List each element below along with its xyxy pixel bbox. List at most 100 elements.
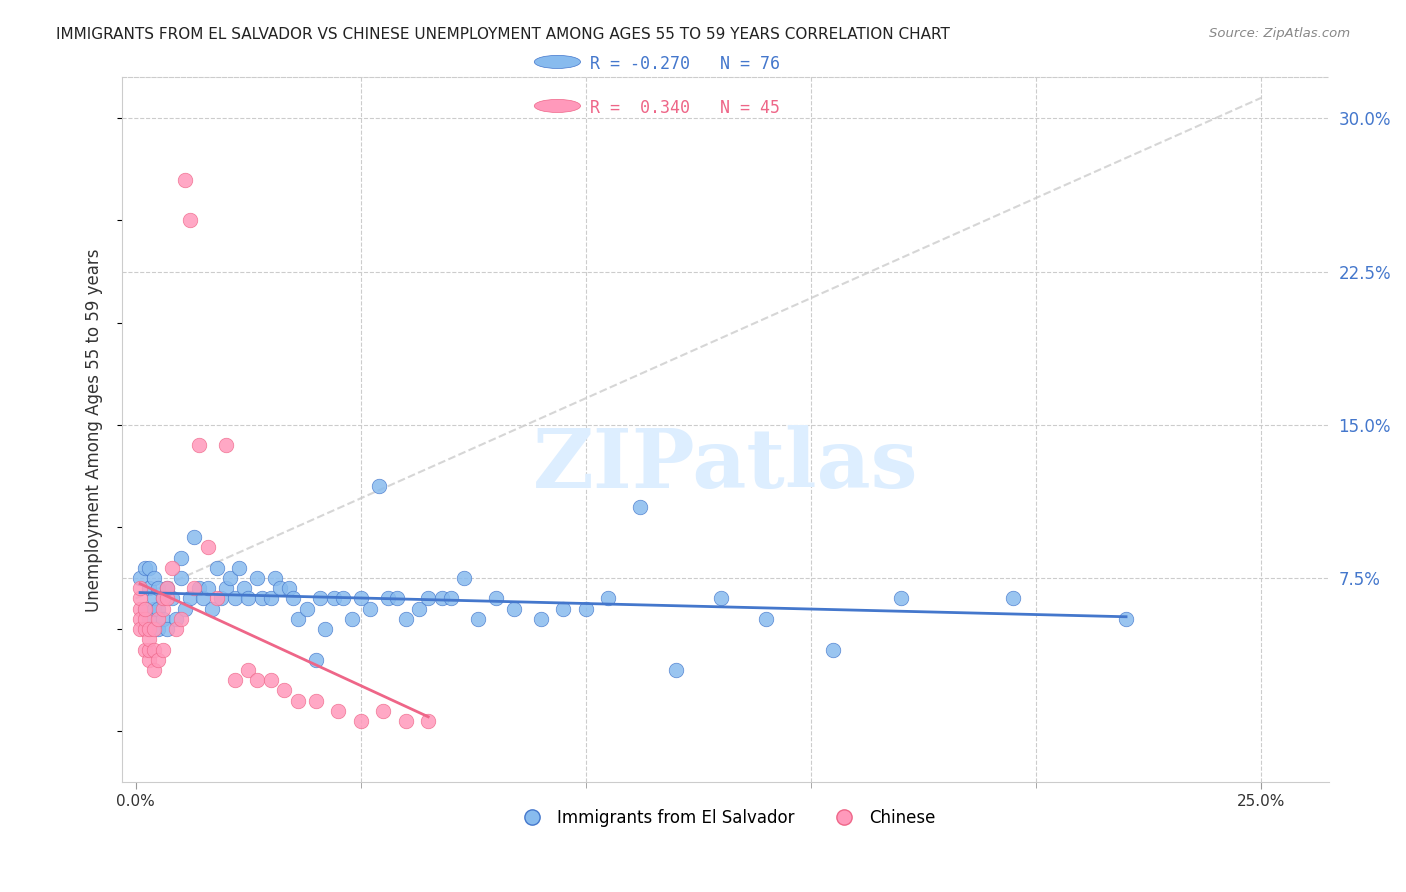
Point bbox=[146, 581, 169, 595]
Point bbox=[236, 663, 259, 677]
Point bbox=[395, 612, 418, 626]
Point bbox=[228, 561, 250, 575]
Point bbox=[129, 591, 152, 606]
Point bbox=[129, 622, 152, 636]
Point bbox=[598, 591, 620, 606]
Point bbox=[174, 172, 197, 186]
Point bbox=[138, 632, 160, 647]
Point bbox=[373, 704, 395, 718]
Point bbox=[304, 693, 326, 707]
Point bbox=[142, 663, 165, 677]
Point bbox=[138, 622, 160, 636]
Point bbox=[890, 591, 912, 606]
Point bbox=[129, 571, 152, 585]
Point bbox=[755, 612, 778, 626]
Point bbox=[259, 591, 281, 606]
Point bbox=[350, 714, 373, 728]
Point bbox=[236, 591, 259, 606]
Point bbox=[485, 591, 508, 606]
Point bbox=[152, 642, 174, 657]
Point bbox=[395, 714, 418, 728]
Point bbox=[160, 561, 183, 575]
Point bbox=[246, 673, 269, 688]
Point bbox=[152, 601, 174, 615]
Point bbox=[209, 591, 232, 606]
Point bbox=[142, 622, 165, 636]
Text: R = -0.270   N = 76: R = -0.270 N = 76 bbox=[591, 54, 780, 73]
Point bbox=[377, 591, 399, 606]
Legend: Immigrants from El Salvador, Chinese: Immigrants from El Salvador, Chinese bbox=[509, 803, 942, 834]
Point bbox=[129, 612, 152, 626]
Point bbox=[146, 622, 169, 636]
Point bbox=[169, 571, 191, 585]
Point bbox=[314, 622, 336, 636]
Point bbox=[1002, 591, 1025, 606]
Point bbox=[295, 601, 318, 615]
Point bbox=[138, 561, 160, 575]
Point bbox=[129, 581, 152, 595]
Point bbox=[169, 612, 191, 626]
Point bbox=[264, 571, 287, 585]
Point bbox=[408, 601, 430, 615]
Point bbox=[160, 591, 183, 606]
Point bbox=[440, 591, 463, 606]
Point bbox=[322, 591, 344, 606]
Point bbox=[138, 612, 160, 626]
Point bbox=[287, 693, 309, 707]
Point bbox=[156, 622, 179, 636]
Point bbox=[340, 612, 363, 626]
Point bbox=[134, 601, 156, 615]
Point bbox=[187, 581, 209, 595]
Point bbox=[530, 612, 553, 626]
Point bbox=[273, 683, 295, 698]
Point bbox=[219, 571, 242, 585]
Point bbox=[134, 642, 156, 657]
Point bbox=[214, 438, 236, 452]
Point bbox=[146, 653, 169, 667]
Point bbox=[165, 622, 187, 636]
Point bbox=[214, 581, 236, 595]
Point bbox=[332, 591, 354, 606]
Text: IMMIGRANTS FROM EL SALVADOR VS CHINESE UNEMPLOYMENT AMONG AGES 55 TO 59 YEARS CO: IMMIGRANTS FROM EL SALVADOR VS CHINESE U… bbox=[56, 27, 950, 42]
Point bbox=[134, 561, 156, 575]
Point bbox=[823, 642, 845, 657]
Point bbox=[138, 653, 160, 667]
Point bbox=[142, 591, 165, 606]
Point bbox=[328, 704, 350, 718]
Point bbox=[197, 541, 219, 555]
Point bbox=[156, 591, 179, 606]
Text: R =  0.340   N = 45: R = 0.340 N = 45 bbox=[591, 99, 780, 117]
Point bbox=[183, 530, 205, 544]
Point bbox=[502, 601, 524, 615]
Point bbox=[224, 591, 246, 606]
Point bbox=[628, 500, 651, 514]
Point bbox=[553, 601, 575, 615]
Point bbox=[575, 601, 598, 615]
Point bbox=[134, 622, 156, 636]
Point bbox=[174, 601, 197, 615]
Point bbox=[152, 591, 174, 606]
Point bbox=[710, 591, 733, 606]
Point bbox=[152, 591, 174, 606]
Point bbox=[418, 591, 440, 606]
Point bbox=[165, 612, 187, 626]
Point bbox=[191, 591, 214, 606]
Point bbox=[665, 663, 688, 677]
Point bbox=[142, 642, 165, 657]
Point bbox=[156, 581, 179, 595]
Point bbox=[385, 591, 408, 606]
Point bbox=[277, 581, 299, 595]
Point bbox=[287, 612, 309, 626]
Point bbox=[250, 591, 273, 606]
Point bbox=[205, 561, 228, 575]
Point bbox=[142, 571, 165, 585]
Point bbox=[281, 591, 304, 606]
Point bbox=[134, 601, 156, 615]
Point bbox=[138, 581, 160, 595]
Point bbox=[134, 612, 156, 626]
Point bbox=[169, 550, 191, 565]
Point bbox=[201, 601, 224, 615]
Point bbox=[269, 581, 291, 595]
Point bbox=[1115, 612, 1137, 626]
Point bbox=[152, 612, 174, 626]
